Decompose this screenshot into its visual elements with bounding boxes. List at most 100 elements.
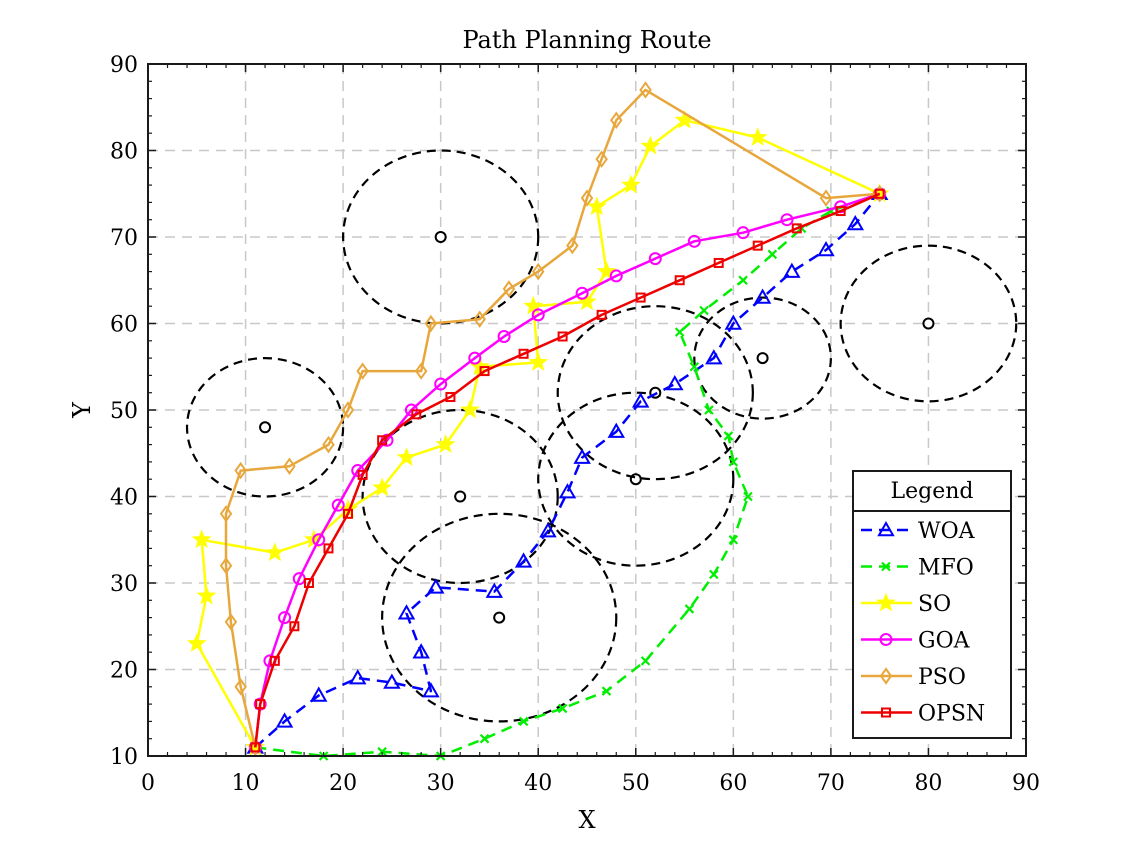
point-goa <box>687 234 701 248</box>
point-woa <box>422 682 440 698</box>
obstacle-center <box>259 421 272 434</box>
obstacle-circle <box>693 296 832 420</box>
point-opsn <box>323 543 334 554</box>
series-so <box>186 109 890 756</box>
point-pso <box>219 556 233 575</box>
point-goa <box>780 213 794 227</box>
point-so <box>196 585 217 605</box>
point-pso <box>414 362 428 380</box>
x-tick-label: 30 <box>427 771 455 796</box>
point-pso <box>610 111 623 129</box>
series-line-goa <box>254 192 881 748</box>
y-tick-label: 30 <box>110 572 138 597</box>
point-woa <box>349 669 367 685</box>
x-tick-label: 40 <box>524 771 552 796</box>
point-woa <box>514 552 533 568</box>
series-line-pso <box>224 88 880 748</box>
x-tick-label: 80 <box>914 771 942 796</box>
obstacle-center <box>454 490 467 503</box>
legend-label-goa: GOA <box>918 629 971 654</box>
series-lines <box>186 81 890 761</box>
legend-marker-pso <box>879 667 893 685</box>
point-opsn <box>255 699 266 710</box>
point-pso <box>219 505 233 523</box>
point-pso <box>234 678 247 696</box>
point-goa <box>531 308 545 322</box>
point-woa <box>383 673 401 689</box>
legend-title: Legend <box>891 479 974 504</box>
point-pso <box>819 189 833 207</box>
point-mfo <box>689 361 700 372</box>
point-so <box>396 447 417 467</box>
point-woa <box>666 375 684 391</box>
point-goa <box>468 351 482 365</box>
point-woa <box>558 483 577 499</box>
point-opsn <box>303 578 314 588</box>
obstacle-circle <box>839 244 1018 403</box>
series-line-woa <box>254 193 881 749</box>
point-opsn <box>557 331 568 342</box>
point-pso <box>531 262 545 281</box>
obstacle-circle <box>537 391 735 567</box>
point-mfo <box>738 275 748 286</box>
legend-label-pso: PSO <box>918 665 966 690</box>
point-goa <box>278 611 292 625</box>
point-goa <box>648 252 662 266</box>
point-opsn <box>445 392 456 403</box>
point-woa <box>724 314 743 330</box>
point-opsn <box>596 309 607 320</box>
point-opsn <box>635 292 646 303</box>
point-so <box>435 434 456 454</box>
obstacles <box>185 149 1018 723</box>
y-tick-label: 20 <box>110 659 138 684</box>
x-tick-label: 60 <box>719 771 747 796</box>
point-pso <box>283 457 296 475</box>
legend-label-mfo: MFO <box>918 556 974 581</box>
point-so <box>186 633 207 652</box>
obstacle-center <box>922 317 935 330</box>
point-goa <box>497 329 511 343</box>
y-tick-label: 50 <box>110 399 138 424</box>
point-woa <box>412 643 430 659</box>
point-goa <box>575 286 589 300</box>
legend-marker-opsn <box>881 707 891 718</box>
obstacle-circle <box>556 305 754 481</box>
series-line-opsn <box>254 192 881 748</box>
point-goa <box>609 269 623 283</box>
point-woa <box>753 288 772 304</box>
point-mfo <box>709 569 719 580</box>
point-mfo <box>377 746 387 757</box>
point-opsn <box>713 257 724 268</box>
point-so <box>264 542 285 562</box>
point-so <box>747 127 768 146</box>
point-so <box>372 477 393 497</box>
point-mfo <box>723 431 734 441</box>
series-opsn <box>250 188 885 753</box>
series-pso <box>219 81 886 757</box>
point-pso <box>595 150 608 168</box>
obstacle-circle <box>381 512 618 723</box>
point-mfo <box>728 534 739 545</box>
point-woa <box>309 686 328 702</box>
point-mfo <box>601 686 612 696</box>
point-pso <box>502 280 516 298</box>
series-line-mfo <box>255 192 881 758</box>
legend-label-woa: WOA <box>918 519 976 544</box>
point-opsn <box>377 435 388 446</box>
point-mfo <box>674 327 685 337</box>
point-pso <box>234 461 247 480</box>
point-pso <box>424 314 438 333</box>
point-opsn <box>835 206 846 217</box>
point-opsn <box>674 275 685 286</box>
y-tick-label: 80 <box>110 140 138 165</box>
point-woa <box>275 712 294 728</box>
point-opsn <box>342 508 353 519</box>
point-mfo <box>743 491 753 502</box>
point-opsn <box>791 223 802 234</box>
x-tick-label: 0 <box>141 771 155 796</box>
legend-marker-mfo <box>881 561 891 572</box>
legend-marker-goa <box>879 633 893 646</box>
y-axis-label: Y <box>68 401 96 419</box>
